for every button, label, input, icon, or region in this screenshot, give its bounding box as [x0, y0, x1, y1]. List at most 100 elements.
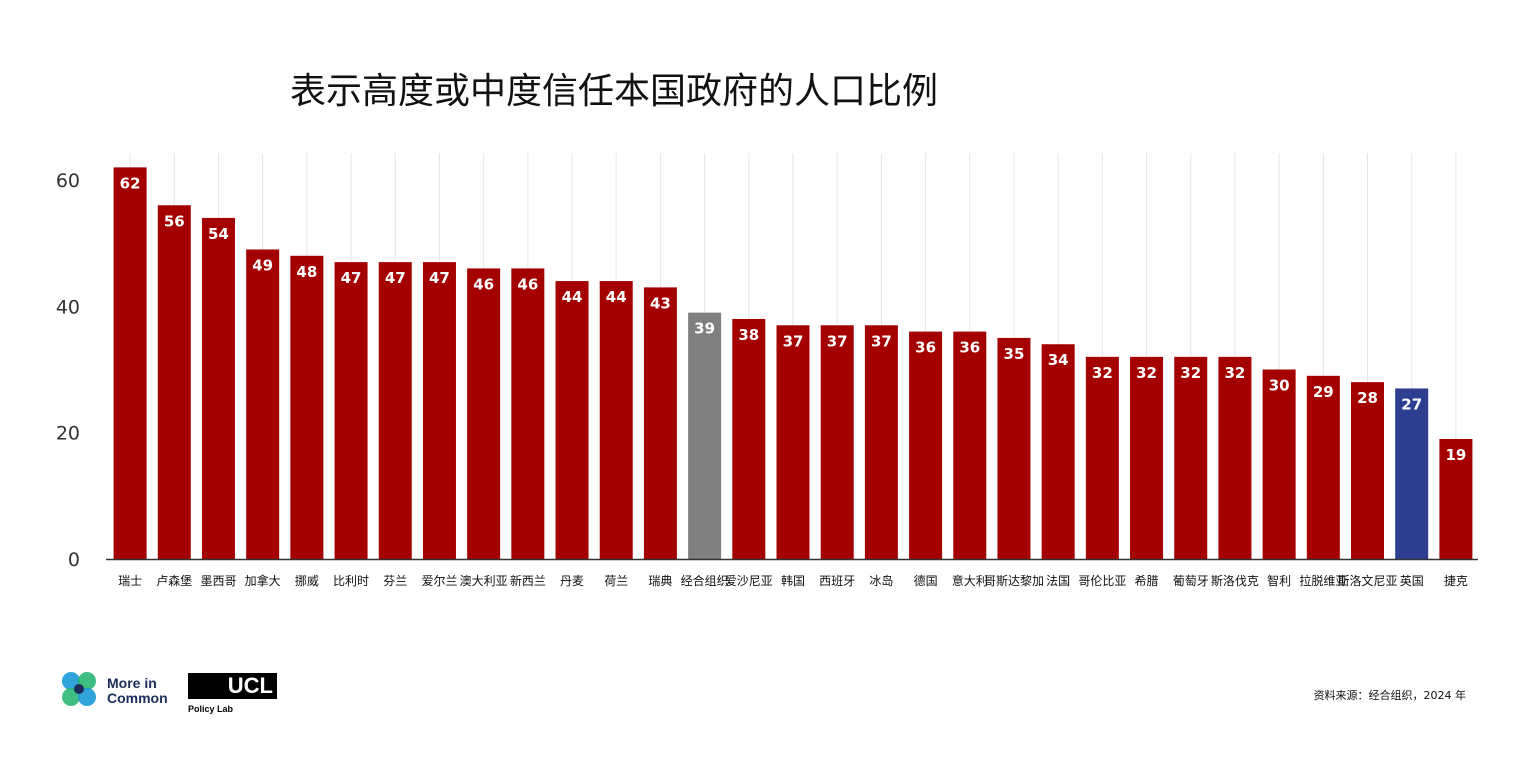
- data-label: 47: [385, 269, 406, 287]
- x-tick-label: 葡萄牙: [1173, 574, 1209, 588]
- data-label: 46: [473, 275, 494, 293]
- bar: [1351, 382, 1385, 559]
- bar: [1218, 356, 1252, 559]
- x-tick-label: 哥斯达黎加: [984, 574, 1044, 588]
- x-tick-label: 荷兰: [604, 574, 628, 588]
- data-label: 43: [650, 294, 671, 312]
- bar: [599, 281, 633, 559]
- more-in-common-logo: More in Common: [107, 676, 168, 706]
- data-label: 56: [164, 212, 185, 230]
- x-tick-label: 法国: [1046, 574, 1070, 588]
- data-label: 46: [517, 275, 538, 293]
- bar: [688, 312, 722, 559]
- logo-text-line1: More in: [107, 675, 157, 691]
- bar: [1085, 356, 1119, 559]
- data-label: 32: [1136, 364, 1157, 382]
- data-label: 19: [1445, 446, 1466, 464]
- x-tick-label: 拉脱维亚: [1299, 573, 1347, 588]
- x-tick-label: 爱尔兰: [421, 573, 457, 588]
- data-label: 48: [296, 263, 317, 281]
- data-label: 47: [341, 269, 362, 287]
- x-tick-label: 挪威: [295, 574, 319, 588]
- bar: [1306, 375, 1340, 559]
- x-tick-label: 新西兰: [510, 573, 546, 588]
- chart-title: 表示高度或中度信任本国政府的人口比例: [290, 71, 939, 112]
- bar: [157, 205, 191, 559]
- x-tick-label: 经合组织: [681, 573, 729, 588]
- data-label: 32: [1180, 364, 1201, 382]
- bar: [290, 255, 324, 560]
- bar: [643, 287, 677, 559]
- bar: [776, 325, 810, 559]
- bar: [467, 268, 501, 559]
- data-label: 36: [959, 339, 980, 357]
- data-label: 54: [208, 225, 229, 243]
- data-label: 34: [1048, 351, 1069, 369]
- data-label: 37: [783, 332, 804, 350]
- data-label: 38: [738, 326, 759, 344]
- y-tick-label: 40: [56, 296, 80, 318]
- x-tick-label: 智利: [1267, 573, 1291, 588]
- data-label: 28: [1357, 389, 1378, 407]
- data-label: 39: [694, 320, 715, 338]
- x-tick-label: 英国: [1400, 574, 1424, 588]
- data-label: 32: [1224, 364, 1245, 382]
- x-tick-label: 丹麦: [560, 574, 584, 588]
- x-tick-label: 哥伦比亚: [1078, 573, 1126, 588]
- x-tick-label: 德国: [914, 573, 938, 588]
- bar: [1041, 344, 1075, 559]
- y-tick-label: 60: [56, 170, 80, 192]
- bar: [511, 268, 545, 559]
- bar: [113, 167, 147, 559]
- bar: [909, 331, 943, 559]
- bar: [201, 217, 235, 559]
- ucl-logo: UCL: [188, 673, 277, 699]
- data-label: 29: [1313, 383, 1334, 401]
- source-note: 资料来源：经合组织，2024 年: [1313, 689, 1467, 702]
- data-label: 47: [429, 269, 450, 287]
- bar: [246, 249, 280, 559]
- bar: [732, 318, 766, 559]
- bar: [1130, 356, 1164, 559]
- bar: [1174, 356, 1208, 559]
- bar: [820, 325, 854, 559]
- data-label: 44: [562, 288, 583, 306]
- x-tick-label: 芬兰: [383, 574, 407, 588]
- bar-chart: 0 20 40 60 62 瑞士 56 卢森堡 54 墨西哥 49 加拿大 48 挪威 47 比利时 47 芬兰 4…: [56, 153, 1478, 588]
- data-label: 35: [1004, 345, 1025, 363]
- x-tick-label: 冰岛: [869, 573, 893, 588]
- x-tick-label: 爱沙尼亚: [725, 574, 773, 588]
- x-tick-label: 比利时: [333, 574, 369, 588]
- bar: [953, 331, 987, 559]
- bar: [1262, 369, 1296, 559]
- bar: [555, 281, 589, 559]
- data-label: 44: [606, 288, 627, 306]
- x-tick-label: 斯洛文尼亚: [1338, 573, 1398, 588]
- bar: [334, 262, 368, 559]
- x-tick-label: 瑞典: [648, 574, 672, 588]
- x-tick-label: 斯洛伐克: [1211, 573, 1259, 588]
- x-tick-label: 意大利: [952, 573, 988, 588]
- x-tick-label: 希腊: [1135, 573, 1159, 588]
- bar: [864, 325, 898, 559]
- ucl-policy-lab-label: Policy Lab: [188, 704, 234, 714]
- data-label: 36: [915, 339, 936, 357]
- x-tick-label: 瑞士: [118, 574, 142, 588]
- data-label: 49: [252, 256, 273, 274]
- data-label: 37: [871, 332, 892, 350]
- bar: [422, 262, 456, 559]
- x-tick-label: 西班牙: [819, 574, 855, 588]
- logo-text-line2: Common: [107, 690, 168, 706]
- more-in-common-logo-icon: [62, 672, 96, 706]
- data-label: 30: [1269, 377, 1290, 395]
- bar: [1439, 438, 1473, 559]
- x-tick-label: 捷克: [1444, 574, 1468, 588]
- data-label: 32: [1092, 364, 1113, 382]
- y-tick-label: 20: [56, 423, 80, 445]
- x-tick-label: 卢森堡: [156, 573, 192, 588]
- x-tick-label: 韩国: [781, 573, 805, 588]
- bar: [997, 337, 1031, 559]
- y-tick-label: 0: [68, 549, 80, 571]
- bar: [378, 262, 412, 559]
- data-label: 37: [827, 332, 848, 350]
